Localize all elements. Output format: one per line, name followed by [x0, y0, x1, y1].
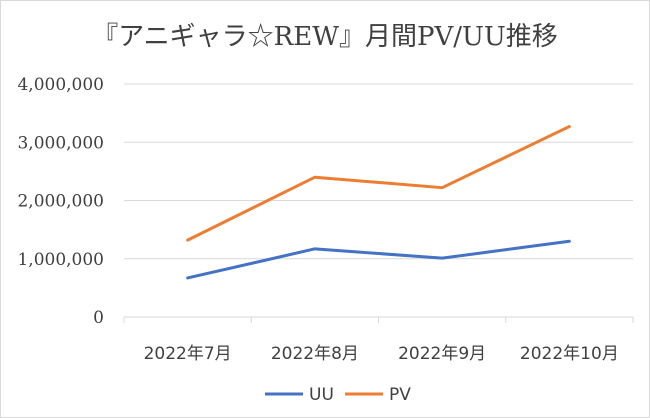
series-line-pv: [186, 125, 571, 242]
y-axis: 0 1,000,000 2,000,000 3,000,000 4,000,000: [17, 75, 104, 328]
y-tick-label: 2,000,000: [17, 192, 104, 212]
legend-label-pv: PV: [389, 385, 411, 405]
series-line-uu: [186, 239, 571, 280]
legend: UU PV: [265, 385, 411, 405]
x-tick-label: 2022年9月: [398, 344, 486, 364]
series-lines: [186, 125, 571, 280]
x-axis: 2022年7月 2022年8月 2022年9月 2022年10月: [123, 317, 634, 364]
x-tick-label: 2022年10月: [520, 344, 619, 364]
y-tick-label: 0: [93, 308, 104, 328]
y-tick-label: 4,000,000: [17, 75, 104, 95]
x-tick-label: 2022年7月: [144, 344, 232, 364]
chart-title: 『アニギャラ☆REW』月間PV/UU推移: [92, 22, 558, 52]
gridlines: [124, 83, 633, 318]
legend-label-uu: UU: [309, 385, 334, 405]
y-tick-label: 3,000,000: [17, 133, 104, 153]
y-tick-label: 1,000,000: [17, 250, 104, 270]
x-tick-label: 2022年8月: [271, 344, 359, 364]
